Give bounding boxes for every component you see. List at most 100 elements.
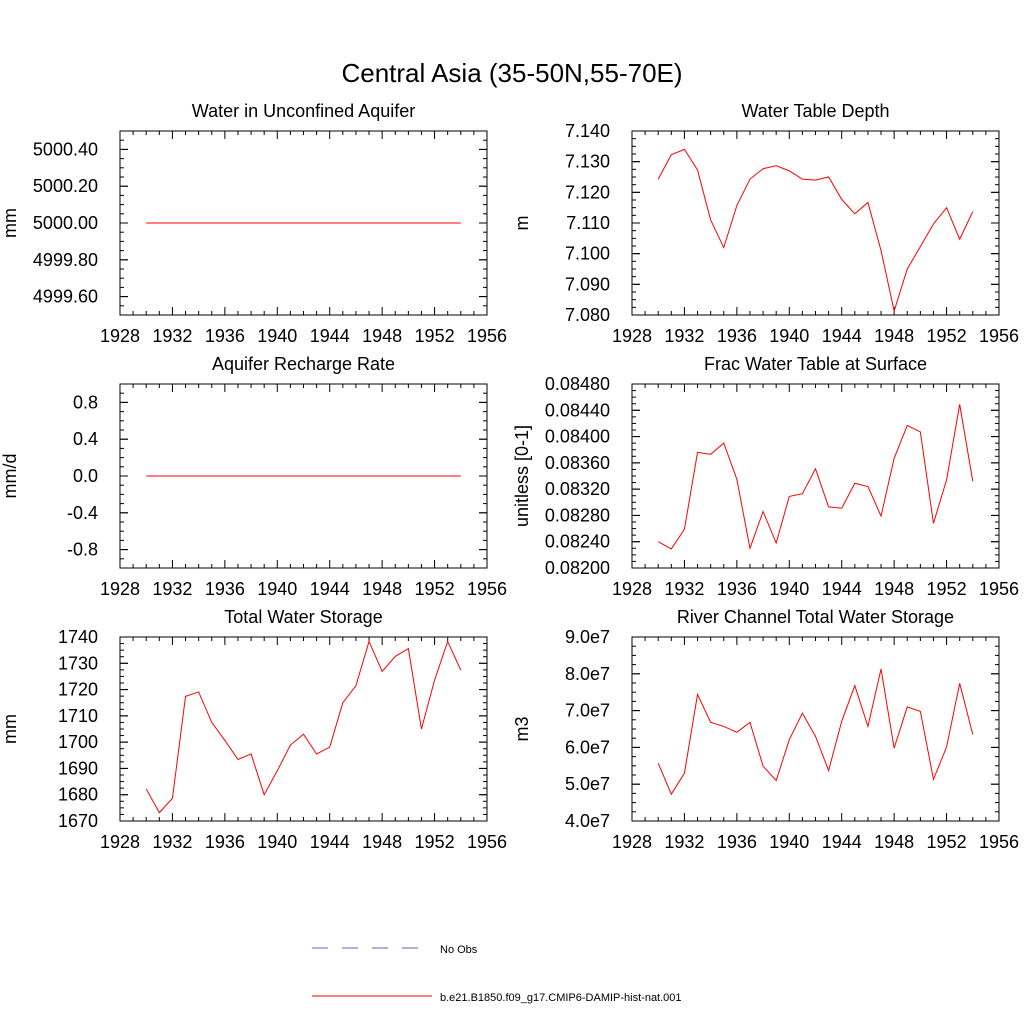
panel-title: Aquifer Recharge Rate: [212, 354, 395, 374]
x-tick-label: 1940: [769, 832, 809, 852]
y-tick-label: 4999.80: [33, 250, 98, 270]
x-tick-label: 1932: [664, 832, 704, 852]
y-tick-label: 0.08280: [545, 505, 610, 525]
y-tick-label: 5000.00: [33, 213, 98, 233]
x-tick-label: 1944: [310, 579, 350, 599]
panel-title: Water in Unconfined Aquifer: [192, 101, 415, 121]
y-tick-label: 7.140: [565, 121, 610, 141]
y-tick-label: 5000.40: [33, 139, 98, 159]
y-tick-label: 5000.20: [33, 176, 98, 196]
x-tick-label: 1944: [822, 579, 862, 599]
x-tick-label: 1944: [310, 326, 350, 346]
y-tick-label: 7.100: [565, 244, 610, 264]
series-line: [657, 404, 974, 551]
chart-panel: River Channel Total Water Storage m3 1928 1…: [512, 607, 1019, 852]
y-axis-label: mm: [0, 714, 20, 744]
x-tick-label: 1944: [822, 832, 862, 852]
panel-title: Frac Water Table at Surface: [704, 354, 927, 374]
x-tick-label: 1928: [612, 832, 652, 852]
chart-panel: Water in Unconfined Aquifer mm 1928 1932 193…: [0, 101, 507, 346]
y-tick-label: 1710: [58, 706, 98, 726]
y-tick-label: 7.110: [566, 213, 610, 233]
x-tick-label: 1936: [717, 326, 757, 346]
x-tick-label: 1932: [152, 579, 192, 599]
y-tick-label: 0.4: [73, 429, 98, 449]
x-tick-label: 1928: [100, 832, 140, 852]
y-tick-label: 7.0e7: [565, 701, 610, 721]
y-tick-label: 0.0: [73, 466, 98, 486]
legend-label-model: b.e21.B1850.f09_g17.CMIP6-DAMIP-hist-nat…: [440, 992, 682, 1004]
y-tick-label: 0.08480: [545, 374, 610, 394]
x-tick-label: 1956: [979, 832, 1019, 852]
x-tick-label: 1952: [927, 832, 967, 852]
y-axis-label: mm: [0, 208, 20, 238]
panel-grid: Water in Unconfined Aquifer mm 1928 1932 193…: [0, 101, 1019, 852]
x-tick-label: 1956: [467, 832, 507, 852]
x-tick-label: 1928: [100, 326, 140, 346]
x-tick-label: 1952: [415, 832, 455, 852]
x-tick-label: 1932: [152, 832, 192, 852]
y-tick-label: 7.090: [565, 274, 610, 294]
y-tick-label: -0.8: [67, 540, 98, 560]
y-tick-label: -0.4: [67, 503, 98, 523]
plot-frame: [631, 383, 1000, 569]
y-tick-label: 4999.60: [33, 287, 98, 307]
series-line: [145, 640, 462, 814]
x-tick-label: 1932: [664, 326, 704, 346]
y-tick-label: 6.0e7: [565, 737, 610, 757]
legend-item-model: b.e21.B1850.f09_g17.CMIP6-DAMIP-hist-nat…: [312, 992, 682, 1004]
panel-title: Water Table Depth: [741, 101, 889, 121]
chart-panel: Aquifer Recharge Rate mm/d 1928 1932 1936 194…: [0, 354, 507, 599]
x-tick-label: 1940: [257, 579, 297, 599]
y-tick-label: 7.120: [565, 182, 610, 202]
plot-frame: [631, 636, 1000, 822]
y-axis-label: m: [512, 216, 532, 231]
series-line: [657, 668, 974, 796]
y-tick-label: 1730: [58, 653, 98, 673]
x-tick-label: 1940: [769, 326, 809, 346]
x-tick-label: 1948: [874, 326, 914, 346]
x-tick-label: 1936: [205, 832, 245, 852]
x-tick-label: 1948: [362, 326, 402, 346]
y-tick-label: 0.8: [73, 392, 98, 412]
y-tick-label: 9.0e7: [565, 627, 610, 647]
x-tick-label: 1948: [362, 832, 402, 852]
panel-title: River Channel Total Water Storage: [677, 607, 954, 627]
x-tick-label: 1944: [310, 832, 350, 852]
x-tick-label: 1928: [612, 326, 652, 346]
x-tick-label: 1952: [415, 326, 455, 346]
figure-title: Central Asia (35-50N,55-70E): [341, 58, 682, 88]
x-tick-label: 1944: [822, 326, 862, 346]
x-tick-label: 1932: [664, 579, 704, 599]
x-tick-label: 1940: [257, 326, 297, 346]
plot-frame: [631, 130, 1000, 316]
y-axis-label: mm/d: [0, 454, 20, 499]
y-tick-label: 1740: [58, 627, 98, 647]
y-axis-label: m3: [512, 716, 532, 741]
legend-item-obs: No Obs: [312, 944, 478, 956]
x-tick-label: 1956: [979, 326, 1019, 346]
x-tick-label: 1940: [257, 832, 297, 852]
chart-panel: Frac Water Table at Surface unitless [0-1…: [512, 354, 1019, 599]
y-tick-label: 7.080: [565, 305, 610, 325]
y-axis-label: unitless [0-1]: [512, 425, 532, 527]
y-tick-label: 1690: [58, 758, 98, 778]
y-tick-label: 5.0e7: [565, 774, 610, 794]
chart-panel: Total Water Storage mm 1928 1932 1936 1940 194…: [0, 607, 507, 852]
y-tick-label: 1680: [58, 785, 98, 805]
x-tick-label: 1948: [874, 832, 914, 852]
x-tick-label: 1952: [415, 579, 455, 599]
y-tick-label: 0.08400: [545, 427, 610, 447]
legend: No Obs b.e21.B1850.f09_g17.CMIP6-DAMIP-h…: [312, 944, 682, 1004]
x-tick-label: 1948: [362, 579, 402, 599]
x-tick-label: 1956: [979, 579, 1019, 599]
x-tick-label: 1952: [927, 579, 967, 599]
x-tick-label: 1940: [769, 579, 809, 599]
x-tick-label: 1936: [717, 832, 757, 852]
x-tick-label: 1956: [467, 579, 507, 599]
x-tick-label: 1928: [612, 579, 652, 599]
y-tick-label: 0.08440: [545, 400, 610, 420]
y-tick-label: 0.08320: [545, 479, 610, 499]
x-tick-label: 1928: [100, 579, 140, 599]
